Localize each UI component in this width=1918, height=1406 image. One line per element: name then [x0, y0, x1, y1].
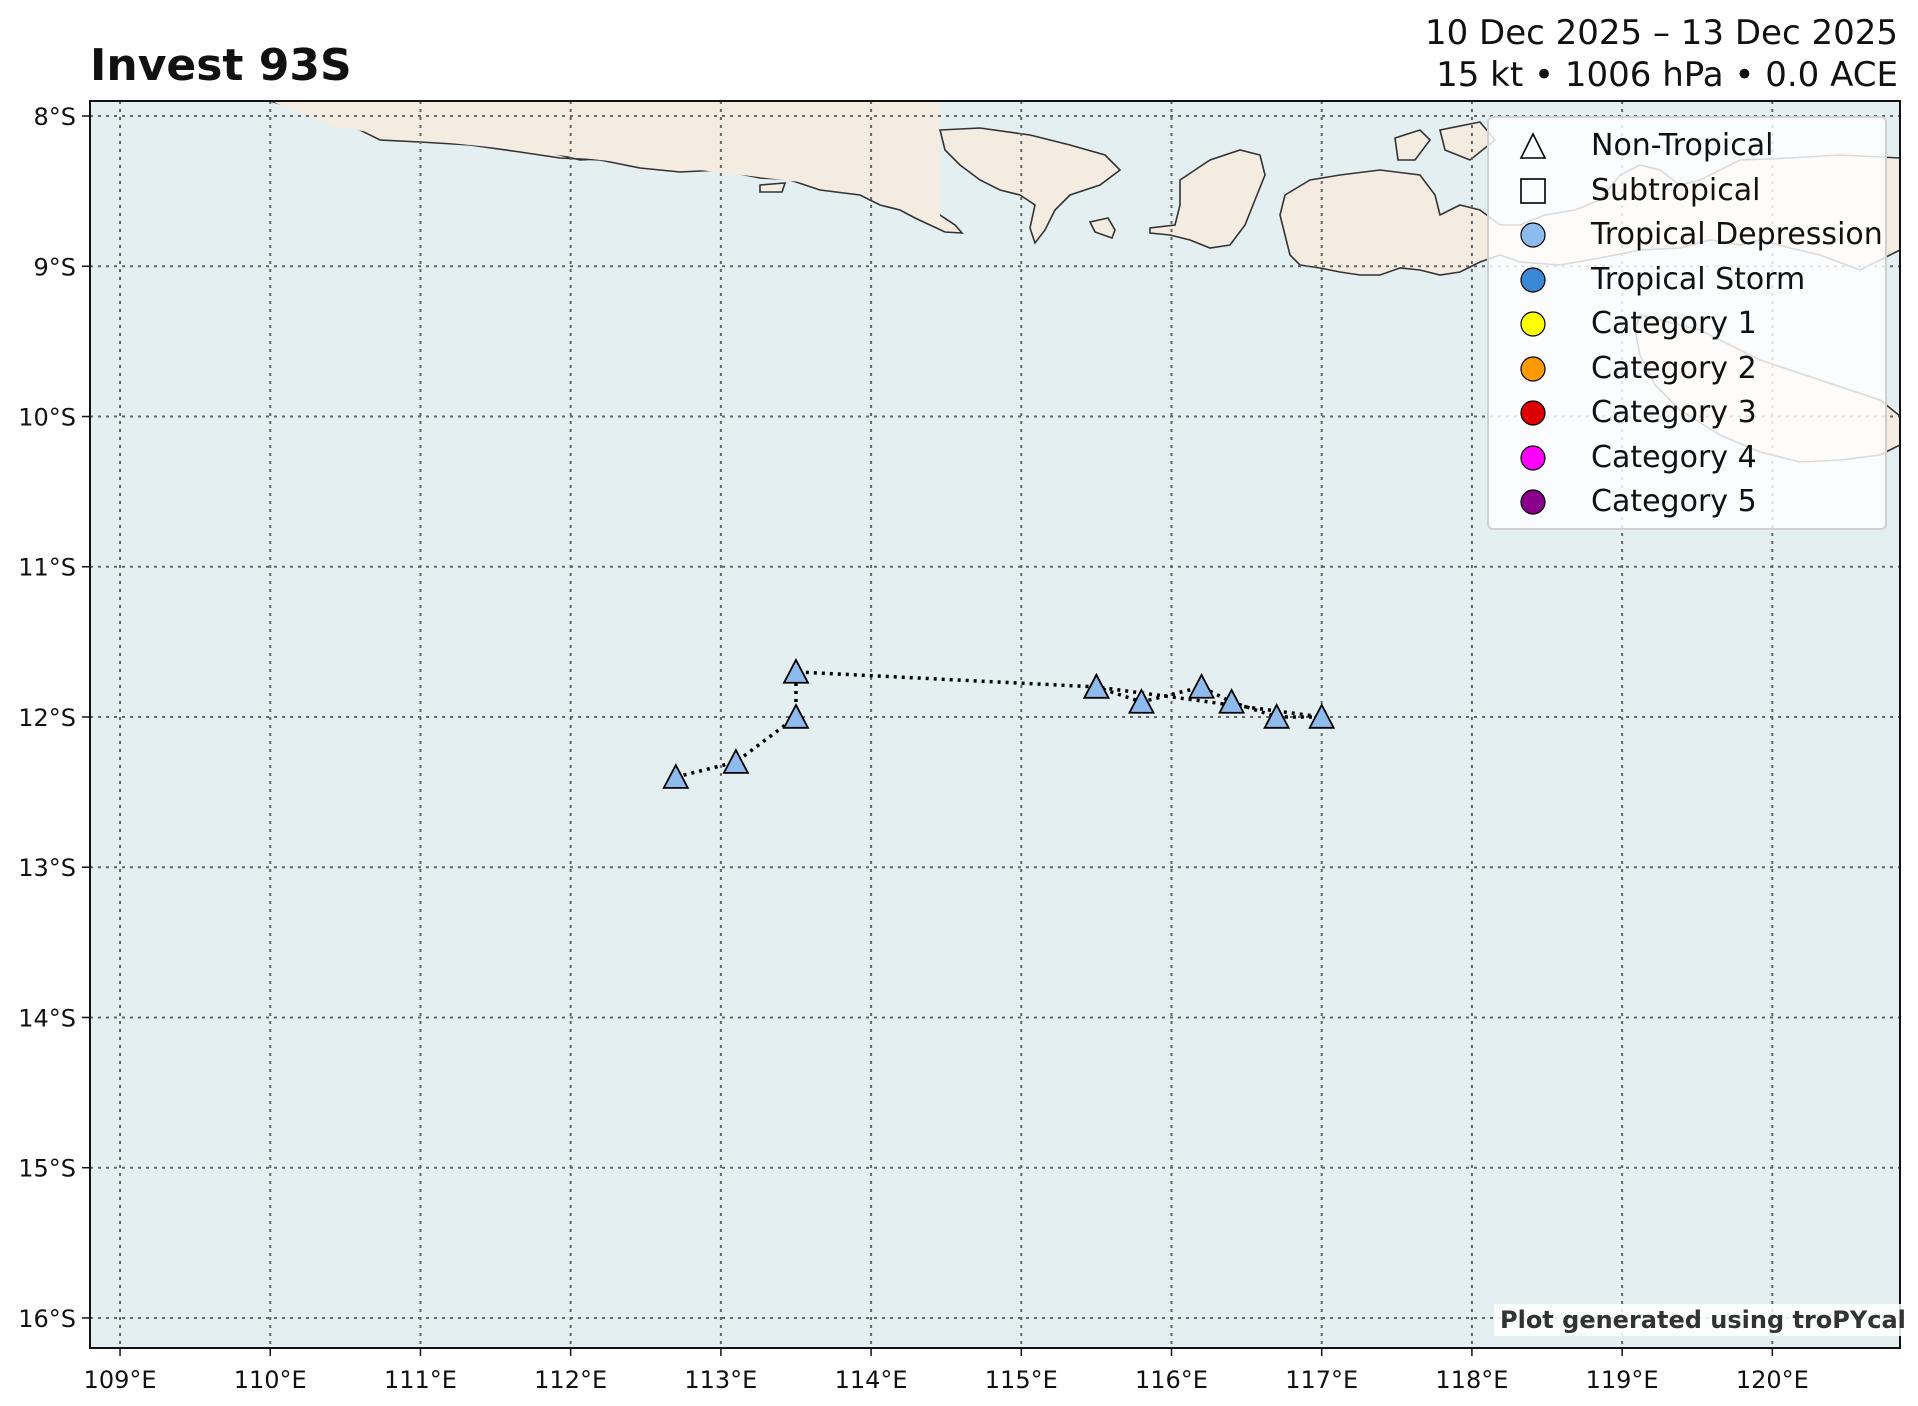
moyo-island — [1439, 121, 1497, 161]
credit-text: Plot generated using troPYcal — [1494, 1304, 1912, 1336]
x-tick-label: 111°E — [384, 1366, 457, 1394]
circle-icon — [1520, 222, 1546, 248]
track-point — [662, 763, 690, 789]
x-tick-label: 109°E — [84, 1366, 157, 1394]
x-tick-label: 112°E — [534, 1366, 607, 1394]
x-tick-label: 118°E — [1435, 1366, 1508, 1394]
java-upper-fill — [272, 101, 940, 220]
x-tick-label: 113°E — [684, 1366, 757, 1394]
track-point — [782, 657, 810, 684]
x-tick-label: 116°E — [1135, 1366, 1208, 1394]
track-point — [1308, 703, 1336, 729]
legend-item: Category 3 — [1489, 391, 1885, 435]
x-tick-label: 110°E — [234, 1366, 307, 1394]
graticule — [90, 101, 1900, 1348]
legend-label: Tropical Storm — [1591, 261, 1806, 297]
plot-subtitle: 10 Dec 2025 – 13 Dec 2025 15 kt • 1006 h… — [1425, 12, 1898, 96]
y-tick-label: 10°S — [18, 404, 76, 432]
legend-label: Tropical Depression — [1591, 217, 1883, 252]
track-line — [675, 670, 1322, 779]
circle-icon — [1520, 355, 1546, 382]
y-tick-label: 16°S — [18, 1305, 76, 1333]
longitude-ticks: 109°E 110°E 111°E 112°E 113°E 114°E 115°E 116°E… — [84, 1348, 1809, 1394]
track-point — [782, 703, 810, 729]
circle-icon — [1520, 311, 1546, 337]
plot-title: Invest 93S — [90, 40, 352, 91]
circle-icon — [1520, 489, 1546, 515]
madura-islet — [759, 182, 787, 193]
track-point — [1082, 673, 1110, 699]
triangle-outline-icon — [1519, 132, 1547, 159]
circle-icon — [1520, 400, 1546, 426]
y-tick-label: 12°S — [18, 704, 76, 732]
legend-item: Category 4 — [1489, 436, 1885, 480]
legend-item: Category 5 — [1489, 480, 1885, 524]
x-tick-label: 114°E — [835, 1366, 908, 1394]
legend-item: Category 2 — [1489, 347, 1885, 391]
lombok-island — [1149, 149, 1266, 249]
y-tick-label: 15°S — [18, 1155, 76, 1183]
legend-label: Category 3 — [1591, 395, 1757, 430]
x-tick-label: 117°E — [1285, 1366, 1358, 1394]
track-point — [1218, 688, 1246, 714]
circle-icon — [1520, 444, 1546, 471]
y-tick-label: 9°S — [33, 253, 76, 281]
circle-icon — [1520, 266, 1546, 293]
plot-frame — [89, 100, 1901, 1349]
track-point — [1263, 703, 1291, 729]
legend-label: Subtropical — [1591, 172, 1761, 208]
legend-item: Category 1 — [1489, 302, 1885, 346]
legend-label: Non-Tropical — [1591, 128, 1774, 163]
x-tick-label: 115°E — [985, 1366, 1058, 1394]
sumbawa-north-isles — [1394, 129, 1432, 161]
legend-item: Tropical Storm — [1489, 258, 1885, 302]
legend: Non-Tropical Subtropical Tropical Depressi… — [1487, 116, 1887, 530]
y-tick-label: 13°S — [18, 854, 76, 882]
legend-item: Subtropical — [1489, 169, 1885, 213]
legend-label: Category 1 — [1591, 306, 1757, 341]
x-tick-label: 120°E — [1736, 1366, 1809, 1394]
legend-item: Tropical Depression — [1489, 213, 1885, 257]
storm-track — [662, 657, 1336, 789]
track-point — [1127, 688, 1155, 714]
date-range: 10 Dec 2025 – 13 Dec 2025 — [1424, 13, 1898, 53]
legend-label: Category 4 — [1591, 439, 1757, 475]
storm-stats: 15 kt • 1006 hPa • 0.0 ACE — [1436, 55, 1898, 95]
track-point — [722, 748, 750, 774]
legend-label: Category 5 — [1591, 484, 1757, 519]
legend-label: Category 2 — [1591, 350, 1757, 386]
y-tick-label: 11°S — [18, 554, 76, 582]
x-tick-label: 119°E — [1586, 1366, 1659, 1394]
legend-item: Non-Tropical — [1489, 124, 1885, 168]
nusa-penida — [1088, 217, 1116, 240]
latitude-ticks: 8°S 9°S 10°S 11°S 12°S 13°S 14°S 15°S 16°S — [18, 103, 90, 1333]
y-tick-label: 8°S — [33, 103, 76, 131]
y-tick-label: 14°S — [18, 1004, 76, 1032]
bali-island — [938, 127, 1122, 245]
square-outline-icon — [1520, 177, 1546, 204]
track-point — [1188, 673, 1216, 699]
